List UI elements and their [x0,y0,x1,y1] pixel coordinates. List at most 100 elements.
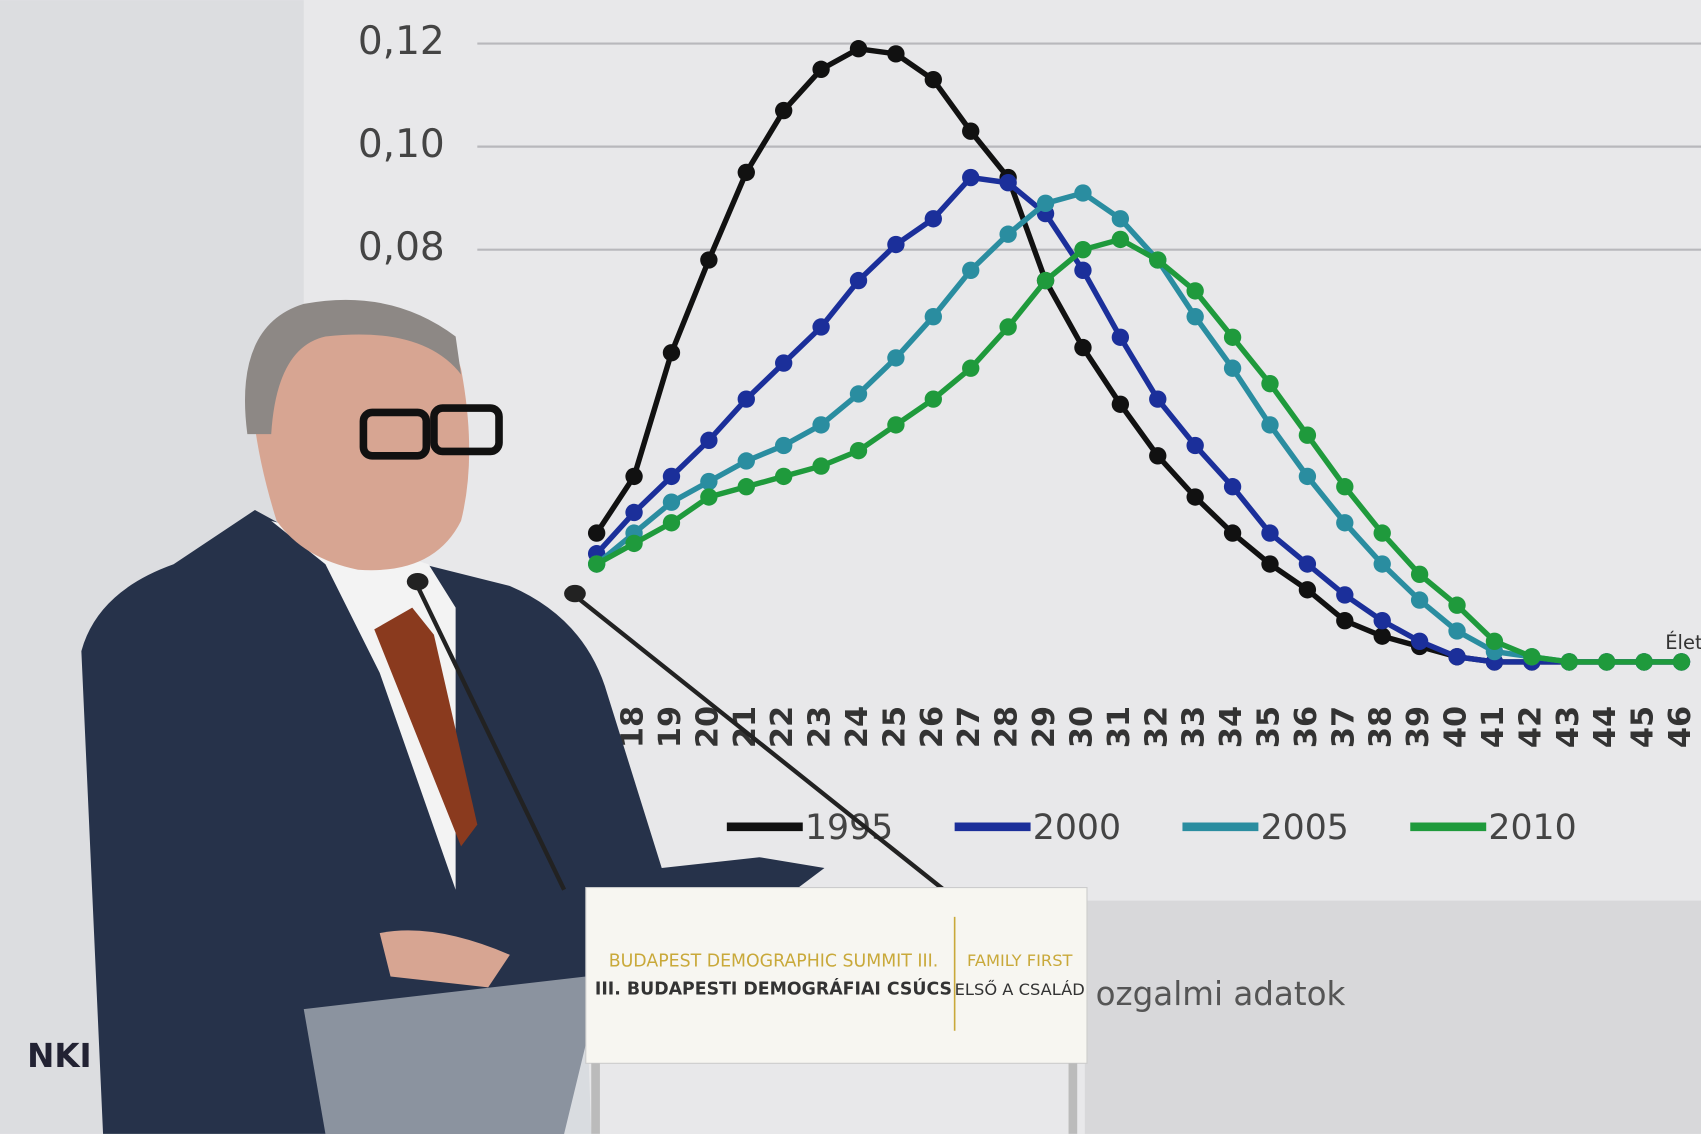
x-tick-label: 22 [765,706,800,748]
marker [1336,514,1354,532]
x-tick-label: 35 [1251,706,1286,748]
marker [737,390,755,408]
marker [662,493,681,511]
y-tick-label: 0,12 [358,19,445,64]
marker [1373,612,1391,630]
x-tick-label: 31 [1102,706,1137,748]
marker [1223,478,1242,496]
marker [962,359,980,377]
marker [924,307,942,326]
microphone-head [406,572,429,591]
x-tick-label: 38 [1364,706,1399,748]
x-tick-label: 26 [915,706,950,748]
marker [775,436,793,455]
x-tick-label: 45 [1626,706,1661,748]
legend-label: 2010 [1488,808,1576,848]
podium-text: FAMILY FIRST [967,951,1073,970]
x-tick-label: 40 [1439,706,1474,748]
marker [887,416,905,434]
marker [625,503,643,522]
marker [1298,555,1317,573]
marker [962,168,980,187]
screen-footer [1084,900,1701,1134]
marker [1523,648,1541,666]
marker [1223,328,1242,346]
marker [924,210,942,228]
marker [775,101,793,120]
marker [1223,359,1242,377]
screen-text: ozgalmi adatok [1096,975,1346,1013]
marker [662,514,681,532]
y-tick-label: 0,10 [358,122,445,167]
marker [1074,184,1092,202]
marker [587,524,606,542]
marker [1485,632,1504,650]
marker [1261,555,1279,573]
projected-chart: 0,080,100,121718192021222324252627282930… [358,19,1701,848]
podium-leg [591,1063,600,1134]
marker [662,467,681,486]
marker [662,344,681,362]
marker [1186,282,1204,300]
marker [1410,591,1429,609]
marker [1298,581,1317,599]
x-tick-label: 42 [1513,706,1548,748]
microphone-head [564,584,586,603]
legend-label: 2005 [1261,808,1349,848]
marker [700,251,718,269]
marker [1261,524,1279,542]
marker [775,467,793,486]
x-tick-label: 39 [1401,706,1436,748]
marker [700,472,718,491]
x-tick-label: 25 [877,706,912,748]
logo-text: NKI [27,1037,92,1075]
marker [737,452,755,470]
marker [812,318,830,336]
microphone [410,574,946,892]
marker [924,70,942,89]
marker [1111,230,1130,249]
x-tick-label: 30 [1064,706,1099,748]
x-tick-label: 23 [803,706,838,748]
marker [1074,261,1092,279]
x-tick-label: 44 [1588,706,1623,748]
screen-text: Élet [1665,631,1701,654]
x-tick-label: 29 [1027,706,1062,748]
marker [1373,555,1391,573]
marker [1448,596,1466,614]
marker [1036,194,1055,212]
marker [1448,648,1466,666]
marker [1186,436,1204,455]
podium-text: III. BUDAPESTI DEMOGRÁFIAI CSÚCS [595,978,952,1000]
marker [1036,271,1055,290]
marker [1336,586,1354,604]
marker [1373,524,1391,542]
glasses [430,404,503,456]
marker [1186,488,1204,506]
x-tick-label: 27 [952,706,987,748]
marker [1149,390,1167,408]
marker [625,467,643,486]
marker [962,122,980,140]
marker [1149,251,1167,269]
marker [1074,241,1092,259]
podium-text: BUDAPEST DEMOGRAPHIC SUMMIT III. [609,951,939,971]
marker [887,349,905,367]
podium-text: ELSŐ A CSALÁD [955,979,1085,999]
marker [887,45,905,63]
marker [1149,447,1167,465]
marker [1074,338,1092,357]
x-tick-label: 41 [1476,706,1511,748]
marker [1373,627,1391,645]
marker [1635,653,1653,671]
marker [1111,210,1130,228]
marker [1560,653,1578,671]
podium-sign [585,887,1088,1064]
x-tick-label: 36 [1289,706,1324,748]
marker [1597,653,1616,671]
marker [737,478,755,496]
marker [999,318,1017,336]
legend-label: 2000 [1033,808,1121,848]
x-tick-label: 33 [1177,706,1212,748]
